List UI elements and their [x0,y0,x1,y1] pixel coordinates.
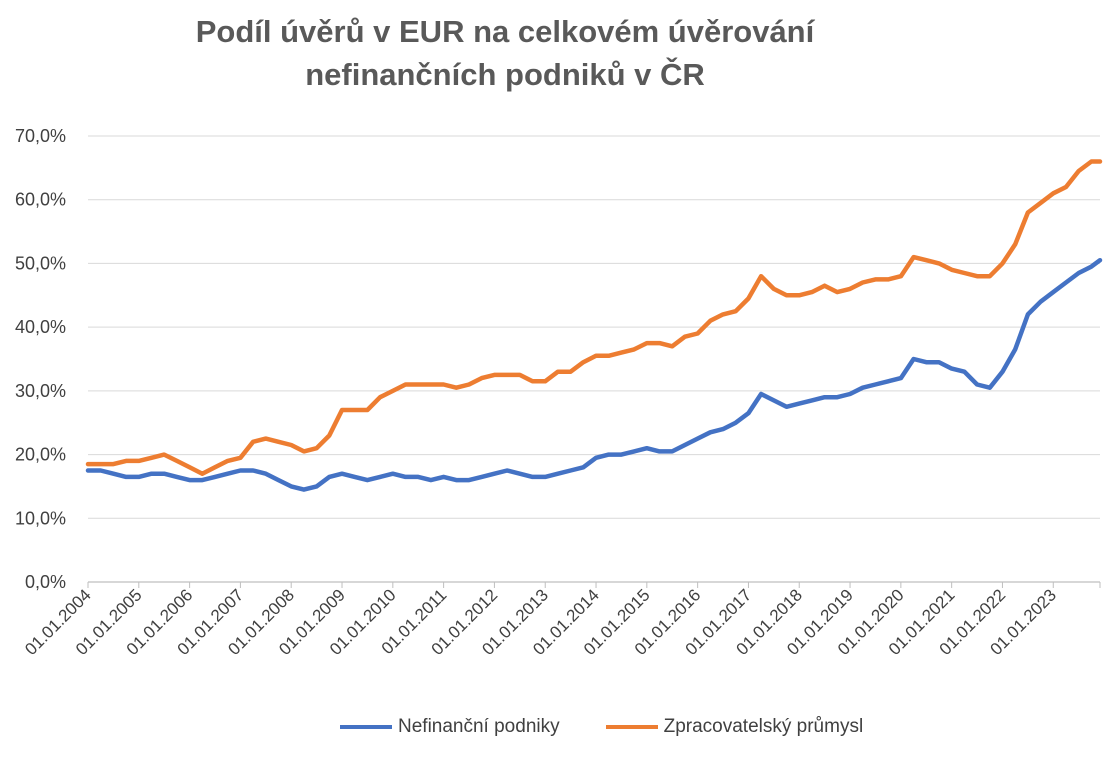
y-axis-tick-labels: 0,0% 10,0% 20,0% 30,0% 40,0% 50,0% 60,0% 70,0% [15,126,66,592]
chart-title-line-2: nefinančních podniků v ČR [305,57,705,92]
series-line-zpracovatelsky-prumysl [85,159,1103,476]
y-tick-label: 50,0% [15,253,66,273]
x-axis-tick-labels: 01.01.200401.01.200501.01.200601.01.2007… [21,585,1060,659]
legend-swatch-zpracovatelsky-prumysl [605,725,658,729]
chart-title-line-1: Podíl úvěrů v EUR na celkovém úvěrování [195,14,815,49]
legend: Nefinanční podniky Zpracovatelský průmys… [340,716,909,738]
line-chart: 0,0%10,0%20,0%30,0%40,0%50,0%60,0%70,0% … [15,126,1103,659]
y-tick-label: 10,0% [15,508,66,528]
y-tick-label: 0,0% [25,572,66,592]
y-tick-label: 60,0% [15,190,66,210]
y-tick-label: 40,0% [15,317,66,337]
y-tick-label: 20,0% [15,445,66,465]
legend-item-zpracovatelsky-prumysl: Zpracovatelský průmysl [605,716,864,738]
legend-label-zpracovatelsky-prumysl: Zpracovatelský průmysl [663,716,864,737]
series-lines [85,159,1103,492]
series-line-nefinancni-podniky [85,257,1103,492]
legend-label-nefinancni-podniky: Nefinanční podniky [398,716,560,737]
gridlines [88,135,1100,519]
x-axis [87,581,1101,588]
legend-swatch-nefinancni-podniky [340,725,392,729]
y-tick-label: 30,0% [15,381,66,401]
legend-item-nefinancni-podniky: Nefinanční podniky [340,716,560,738]
chart-title: Podíl úvěrů v EUR na celkovém úvěrování … [80,10,930,96]
y-tick-label: 70,0% [15,126,66,146]
